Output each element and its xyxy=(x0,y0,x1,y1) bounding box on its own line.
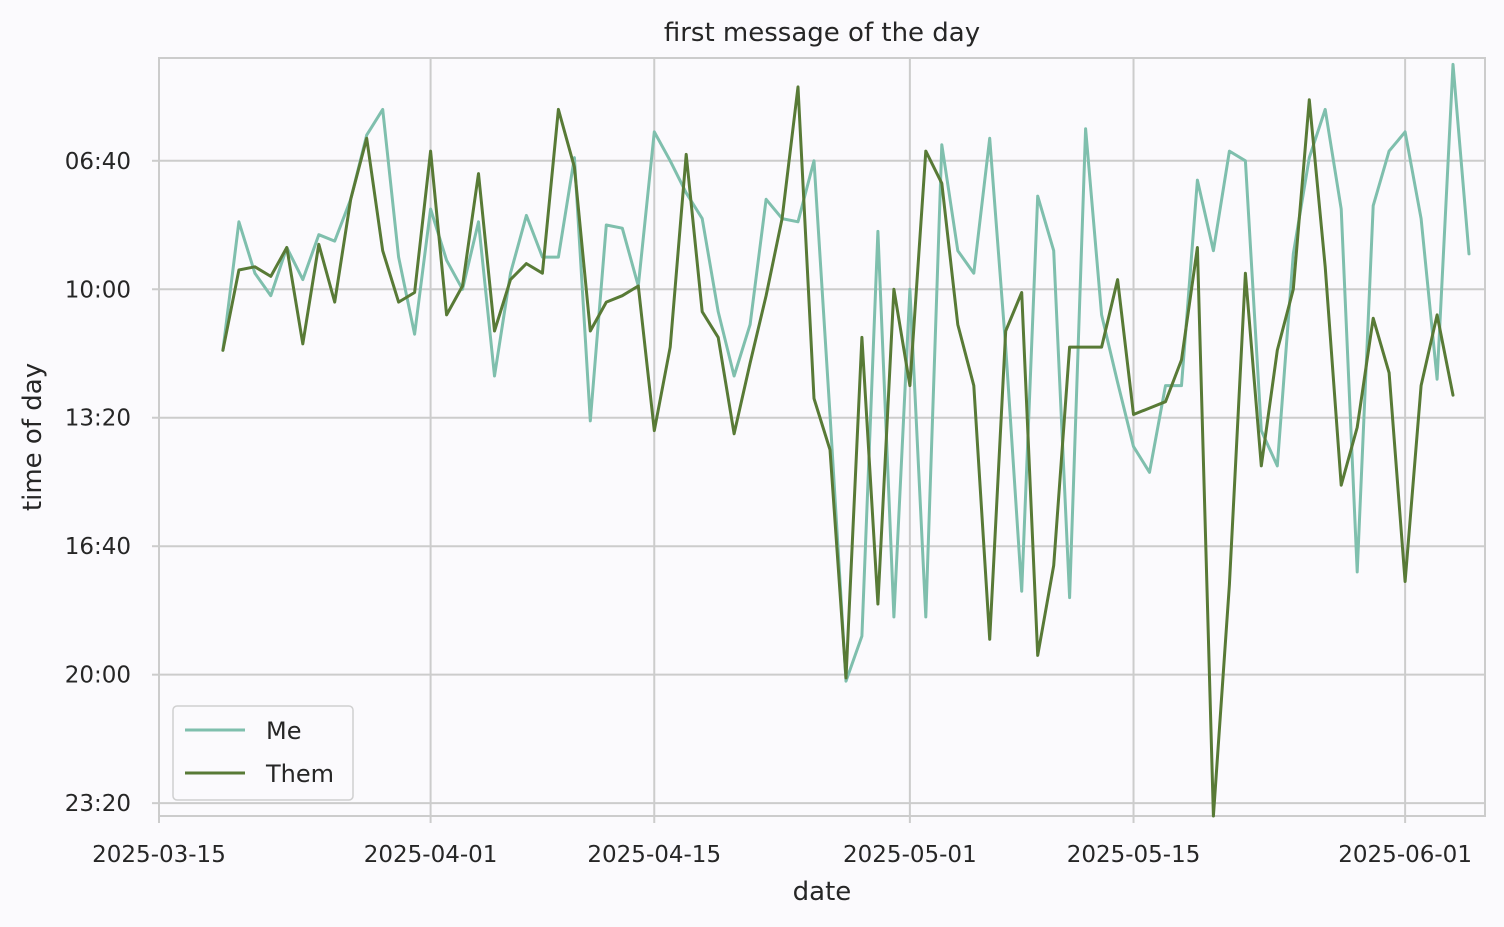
grid xyxy=(158,58,1485,816)
ticks: 2025-03-15 2025-04-01 2025-04-15 2025-05-01… xyxy=(65,149,1472,868)
y-tick-label: 20:00 xyxy=(65,663,131,689)
x-tick-label: 2025-05-01 xyxy=(843,842,977,868)
chart-title: first message of the day xyxy=(664,18,980,48)
x-tick-label: 2025-04-01 xyxy=(364,842,498,868)
series-line-me xyxy=(221,62,1471,683)
x-axis-label: date xyxy=(793,877,852,907)
legend: Me Them xyxy=(172,705,354,801)
x-tick-label: 2025-05-15 xyxy=(1067,842,1201,868)
y-tick-label: 23:20 xyxy=(65,791,131,817)
series-line-them xyxy=(221,85,1455,818)
y-tick-label: 06:40 xyxy=(65,149,131,175)
legend-label-them: Them xyxy=(265,760,334,788)
y-tick-label: 10:00 xyxy=(65,277,131,303)
x-tick-label: 2025-04-15 xyxy=(587,842,721,868)
x-tick-label: 2025-03-15 xyxy=(92,842,226,868)
y-tick-label: 13:20 xyxy=(65,406,131,432)
y-axis-label: time of day xyxy=(18,363,48,511)
series-group xyxy=(221,62,1471,818)
x-tick-label: 2025-06-01 xyxy=(1338,842,1472,868)
legend-label-me: Me xyxy=(266,717,301,745)
y-tick-label: 16:40 xyxy=(65,534,131,560)
